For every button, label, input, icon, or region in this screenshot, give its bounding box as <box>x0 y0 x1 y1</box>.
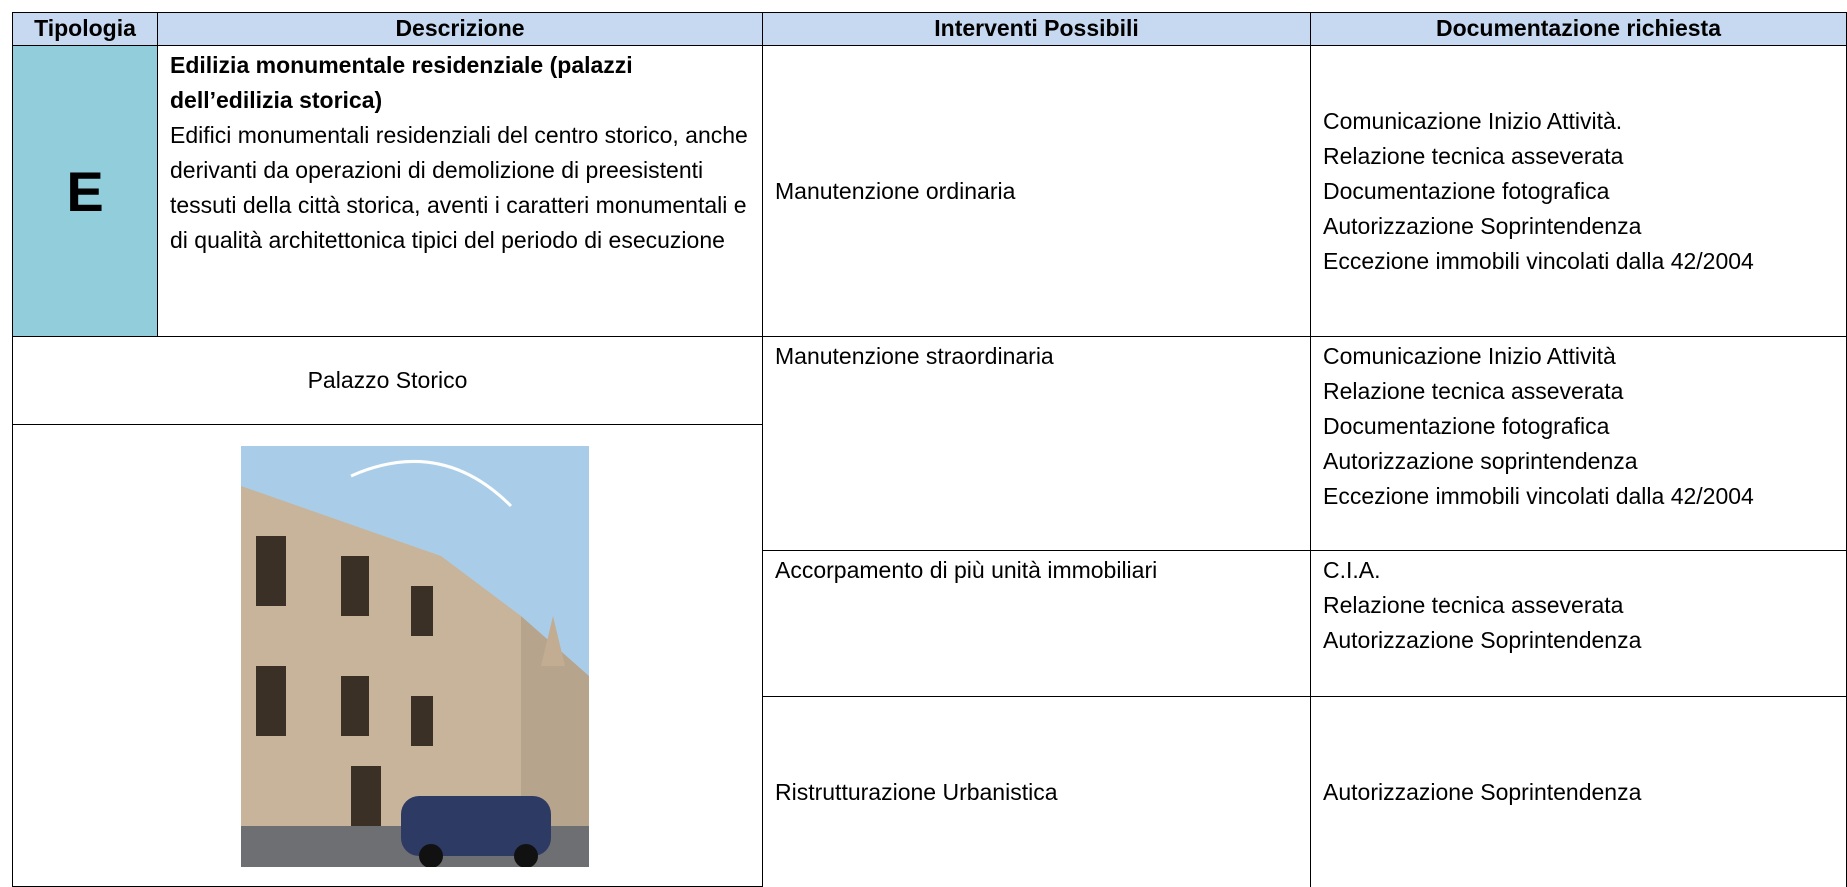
document-item: Relazione tecnica asseverata <box>1323 592 1624 618</box>
intervention: Manutenzione straordinaria <box>775 343 1054 369</box>
intervention-cell: Manutenzione ordinaria <box>762 45 1311 337</box>
intervention: Manutenzione ordinaria <box>775 177 1016 204</box>
document-item: Relazione tecnica asseverata <box>1323 142 1624 169</box>
intervention: Accorpamento di più unità immobiliari <box>775 557 1158 583</box>
header-cell: Documentazione richiesta <box>1310 12 1847 46</box>
header-cell: Tipologia <box>12 12 158 46</box>
document-item: Documentazione fotografica <box>1323 177 1610 204</box>
document-item: Autorizzazione soprintendenza <box>1323 448 1638 474</box>
documents-cell: Comunicazione Inizio Attività Relazione t… <box>1310 336 1847 551</box>
example-label: Palazzo Storico <box>12 336 763 425</box>
photo-cell <box>12 424 763 887</box>
document-item: Autorizzazione Soprintendenza <box>1323 778 1642 805</box>
document-item: Autorizzazione Soprintendenza <box>1323 212 1642 239</box>
documents-cell: C.I.A. Relazione tecnica asseverata Autori… <box>1310 550 1847 697</box>
description-body: Edifici monumentali residenziali del cen… <box>170 122 748 253</box>
document-item: Documentazione fotografica <box>1323 413 1610 439</box>
header-cell: Descrizione <box>157 12 763 46</box>
intervention-cell: Accorpamento di più unità immobiliari <box>762 550 1311 697</box>
document-item: Relazione tecnica asseverata <box>1323 378 1624 404</box>
header-cell: Interventi Possibili <box>762 12 1311 46</box>
description-cell: Edilizia monumentale residenziale (palaz… <box>157 45 763 337</box>
photo <box>241 446 589 867</box>
example-label-text: Palazzo Storico <box>307 367 468 393</box>
documents-cell: Autorizzazione Soprintendenza <box>1310 696 1847 887</box>
document-item: Eccezione immobili vincolati dalla 42/20… <box>1323 483 1754 509</box>
description-title: Edilizia monumentale residenziale (palaz… <box>170 52 633 113</box>
document-item: Comunicazione Inizio Attività. <box>1323 107 1623 134</box>
document-item: C.I.A. <box>1323 557 1381 583</box>
document-item: Eccezione immobili vincolati dalla 42/20… <box>1323 247 1754 274</box>
document-item: Autorizzazione Soprintendenza <box>1323 627 1642 653</box>
type-code: E <box>12 45 158 337</box>
intervention-cell: Ristrutturazione Urbanistica <box>762 696 1311 887</box>
document-item: Comunicazione Inizio Attività <box>1323 343 1616 369</box>
intervention: Ristrutturazione Urbanistica <box>775 778 1058 805</box>
documents-cell: Comunicazione Inizio Attività. Relazione … <box>1310 45 1847 337</box>
intervention-cell: Manutenzione straordinaria <box>762 336 1311 551</box>
